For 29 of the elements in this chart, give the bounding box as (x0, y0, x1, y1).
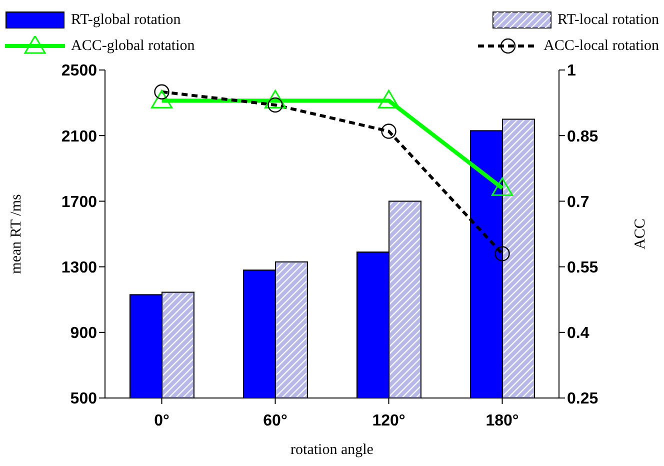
y-tick-label: 500 (70, 390, 98, 408)
y-tick-label: 1300 (61, 259, 98, 276)
y2-tick-label: 0.25 (567, 390, 598, 408)
y2-tick-label: 0.7 (567, 194, 590, 211)
y-tick-label: 1700 (61, 194, 98, 211)
x-axis-title: rotation angle (290, 442, 374, 458)
y2-tick-label: 0.4 (567, 325, 590, 342)
y-tick-label: 2500 (61, 62, 98, 80)
x-tick-label: 180° (486, 412, 519, 430)
y2-tick-label: 1 (567, 62, 576, 80)
x-tick-label: 60° (263, 412, 288, 430)
x-tick-label: 120° (372, 412, 406, 430)
y-tick-label: 900 (70, 325, 98, 342)
y2-tick-label: 0.55 (567, 259, 598, 276)
point (264, 90, 286, 108)
point (494, 246, 510, 262)
y2-axis-title: ACC (632, 218, 648, 250)
y-axis-title: mean RT /ms (8, 194, 24, 274)
legend-label: RT-global rotation (71, 12, 181, 28)
legend-label: ACC-local rotation (544, 38, 659, 54)
point (492, 177, 513, 196)
point (381, 124, 396, 139)
point (378, 90, 400, 108)
x-tick-label: 0° (154, 412, 170, 430)
legend-label: RT-local rotation (558, 12, 659, 28)
y-tick-label: 2100 (61, 128, 98, 146)
y2-tick-label: 0.85 (567, 128, 598, 146)
legend-label: ACC-global rotation (71, 38, 195, 54)
point (151, 90, 172, 108)
